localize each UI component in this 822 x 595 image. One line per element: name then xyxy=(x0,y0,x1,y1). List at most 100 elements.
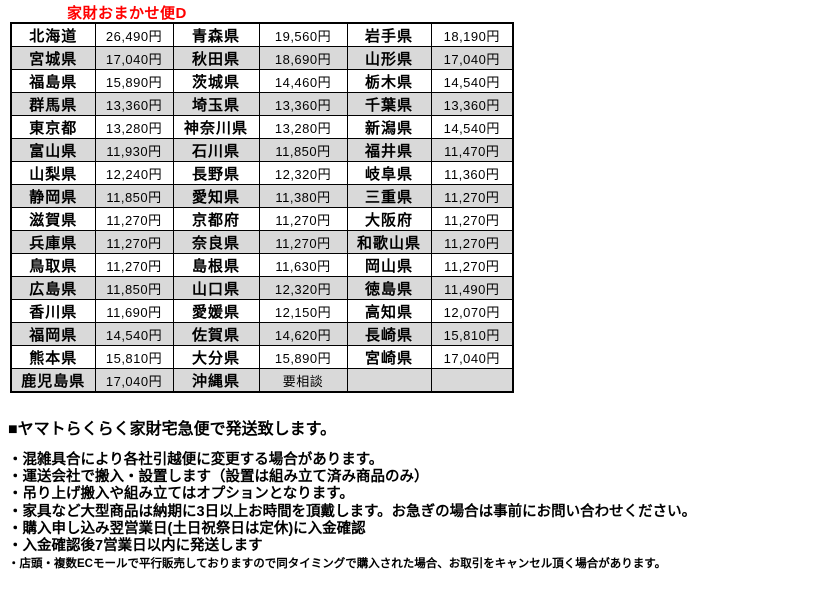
prefecture-cell: 青森県 xyxy=(172,22,260,47)
prefecture-cell: 徳島県 xyxy=(346,276,432,300)
prefecture-cell: 福岡県 xyxy=(10,322,96,346)
price-cell: 14,540円 xyxy=(430,115,514,139)
price-cell: 11,930円 xyxy=(94,138,174,162)
price-cell: 11,490円 xyxy=(430,276,514,300)
price-cell: 11,270円 xyxy=(430,230,514,254)
price-cell: 11,690円 xyxy=(94,299,174,323)
price-cell: 11,850円 xyxy=(94,276,174,300)
prefecture-cell: 鳥取県 xyxy=(10,253,96,277)
price-cell: 13,280円 xyxy=(94,115,174,139)
price-cell: 17,040円 xyxy=(94,46,174,70)
price-cell: 15,810円 xyxy=(94,345,174,369)
table-row: 富山県 11,930円 石川県 11,850円 福井県 11,470円 xyxy=(10,138,514,162)
note-bullet: ・購入申し込み翌営業日(土日祝祭日は定休)に入金確認 xyxy=(8,520,366,537)
notes-bullet-list: ・混雑具合により各社引越便に変更する場合があります。 ・運送会社で搬入・設置します… xyxy=(8,452,818,555)
shipping-fee-table: 北海道 26,490円 青森県 19,560円 岩手県 18,190円 宮城県 17,040円… xyxy=(10,22,514,393)
price-cell: 11,630円 xyxy=(258,253,348,277)
table-row: 群馬県 13,360円 埼玉県 13,360円 千葉県 13,360円 xyxy=(10,92,514,116)
prefecture-cell: 石川県 xyxy=(172,138,260,162)
note-bullet: ・混雑具合により各社引越便に変更する場合があります。 xyxy=(8,452,384,468)
prefecture-cell: 奈良県 xyxy=(172,230,260,254)
price-cell: 11,270円 xyxy=(430,184,514,208)
prefecture-cell: 新潟県 xyxy=(346,115,432,139)
table-row: 福島県 15,890円 茨城県 14,460円 栃木県 14,540円 xyxy=(10,69,514,93)
price-cell: 11,470円 xyxy=(430,138,514,162)
prefecture-cell: 神奈川県 xyxy=(172,115,260,139)
price-cell: 17,040円 xyxy=(94,368,174,393)
prefecture-cell: 高知県 xyxy=(346,299,432,323)
table-row: 兵庫県 11,270円 奈良県 11,270円 和歌山県 11,270円 xyxy=(10,230,514,254)
prefecture-cell: 長崎県 xyxy=(346,322,432,346)
prefecture-cell: 山形県 xyxy=(346,46,432,70)
prefecture-cell: 鹿児島県 xyxy=(10,368,96,393)
price-cell: 11,850円 xyxy=(94,184,174,208)
price-cell: 11,270円 xyxy=(94,207,174,231)
table-row: 鹿児島県 17,040円 沖縄県 要相談 xyxy=(10,368,514,393)
note-bullet: ・運送会社で搬入・設置します（設置は組み立て済み商品のみ） xyxy=(8,469,429,486)
prefecture-cell: 沖縄県 xyxy=(172,368,260,393)
price-cell: 12,240円 xyxy=(94,161,174,185)
price-cell: 15,810円 xyxy=(430,322,514,346)
prefecture-cell xyxy=(346,368,432,393)
price-cell: 12,150円 xyxy=(258,299,348,323)
prefecture-cell: 北海道 xyxy=(10,22,96,47)
prefecture-cell: 東京都 xyxy=(10,115,96,139)
prefecture-cell: 岡山県 xyxy=(346,253,432,277)
table-row: 山梨県 12,240円 長野県 12,320円 岐阜県 11,360円 xyxy=(10,161,514,185)
prefecture-cell: 和歌山県 xyxy=(346,230,432,254)
price-cell: 13,360円 xyxy=(430,92,514,116)
note-bullet: ・家具など大型商品は納期に3日以上お時間を頂戴します。お急ぎの場合は事前にお問い… xyxy=(8,503,697,520)
price-cell: 11,270円 xyxy=(430,207,514,231)
table-row: 静岡県 11,850円 愛知県 11,380円 三重県 11,270円 xyxy=(10,184,514,208)
note-bullet: ・入金確認後7営業日以内に発送します xyxy=(8,538,263,555)
prefecture-cell: 山梨県 xyxy=(10,161,96,185)
price-cell: 14,540円 xyxy=(94,322,174,346)
prefecture-cell: 熊本県 xyxy=(10,345,96,369)
price-cell: 15,890円 xyxy=(258,345,348,369)
prefecture-cell: 群馬県 xyxy=(10,92,96,116)
price-cell: 11,850円 xyxy=(258,138,348,162)
price-cell: 11,270円 xyxy=(94,253,174,277)
prefecture-cell: 福島県 xyxy=(10,69,96,93)
prefecture-cell: 秋田県 xyxy=(172,46,260,70)
price-cell: 14,620円 xyxy=(258,322,348,346)
price-cell: 11,360円 xyxy=(430,161,514,185)
price-cell: 18,690円 xyxy=(258,46,348,70)
prefecture-cell: 静岡県 xyxy=(10,184,96,208)
prefecture-cell: 岐阜県 xyxy=(346,161,432,185)
price-cell: 18,190円 xyxy=(430,22,514,47)
prefecture-cell: 愛媛県 xyxy=(172,299,260,323)
prefecture-cell: 宮崎県 xyxy=(346,345,432,369)
table-row: 東京都 13,280円 神奈川県 13,280円 新潟県 14,540円 xyxy=(10,115,514,139)
table-row: 鳥取県 11,270円 島根県 11,630円 岡山県 11,270円 xyxy=(10,253,514,277)
price-cell: 13,360円 xyxy=(94,92,174,116)
table-row: 北海道 26,490円 青森県 19,560円 岩手県 18,190円 xyxy=(10,22,514,47)
prefecture-cell: 千葉県 xyxy=(346,92,432,116)
prefecture-cell: 兵庫県 xyxy=(10,230,96,254)
price-cell: 12,320円 xyxy=(258,276,348,300)
price-cell: 11,270円 xyxy=(258,207,348,231)
price-cell: 12,070円 xyxy=(430,299,514,323)
price-cell: 17,040円 xyxy=(430,46,514,70)
price-cell: 11,380円 xyxy=(258,184,348,208)
table-row: 宮城県 17,040円 秋田県 18,690円 山形県 17,040円 xyxy=(10,46,514,70)
prefecture-cell: 富山県 xyxy=(10,138,96,162)
price-cell: 要相談 xyxy=(258,368,348,393)
price-cell: 11,270円 xyxy=(430,253,514,277)
prefecture-cell: 山口県 xyxy=(172,276,260,300)
price-cell: 12,320円 xyxy=(258,161,348,185)
price-cell: 11,270円 xyxy=(258,230,348,254)
note-bullet: ・吊り上げ搬入や組み立てはオプションとなります。 xyxy=(8,486,354,503)
prefecture-cell: 三重県 xyxy=(346,184,432,208)
table-row: 滋賀県 11,270円 京都府 11,270円 大阪府 11,270円 xyxy=(10,207,514,231)
price-cell: 17,040円 xyxy=(430,345,514,369)
price-cell: 13,280円 xyxy=(258,115,348,139)
prefecture-cell: 島根県 xyxy=(172,253,260,277)
prefecture-cell: 大分県 xyxy=(172,345,260,369)
prefecture-cell: 栃木県 xyxy=(346,69,432,93)
prefecture-cell: 長野県 xyxy=(172,161,260,185)
prefecture-cell: 滋賀県 xyxy=(10,207,96,231)
shipping-table-body: 北海道 26,490円 青森県 19,560円 岩手県 18,190円 宮城県 17,040円… xyxy=(10,22,514,393)
table-row: 香川県 11,690円 愛媛県 12,150円 高知県 12,070円 xyxy=(10,299,514,323)
prefecture-cell: 京都府 xyxy=(172,207,260,231)
